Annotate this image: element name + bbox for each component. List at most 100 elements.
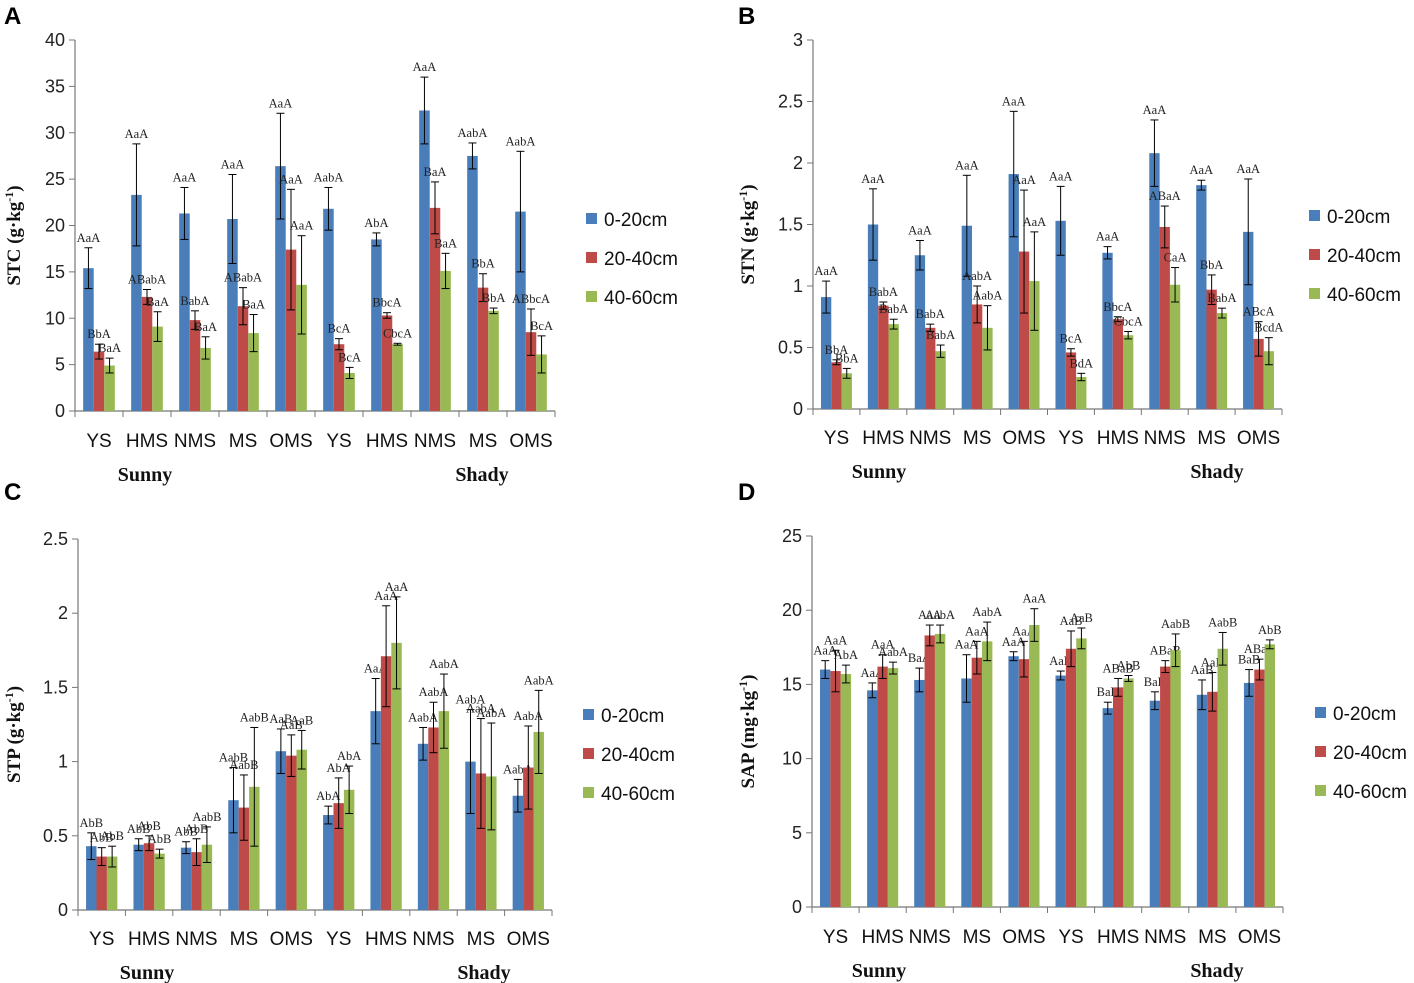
significance-label: AaA bbox=[1190, 163, 1214, 177]
bar bbox=[867, 690, 878, 907]
bar bbox=[133, 844, 144, 910]
y-tick-label: 20 bbox=[45, 216, 65, 236]
significance-label: BaA bbox=[146, 295, 169, 309]
bar bbox=[143, 843, 155, 910]
x-tick-label: OMS bbox=[1002, 428, 1045, 449]
significance-label: AaA bbox=[413, 60, 437, 74]
bar bbox=[971, 657, 983, 907]
significance-label: CbcA bbox=[383, 326, 412, 340]
y-tick-label: 0 bbox=[793, 399, 803, 419]
bar bbox=[286, 755, 297, 910]
bar bbox=[841, 373, 852, 409]
significance-label: AabB bbox=[219, 751, 248, 765]
significance-label: AaB bbox=[1060, 614, 1083, 628]
group-label-shady: Shady bbox=[457, 962, 510, 983]
bar bbox=[1149, 700, 1161, 907]
panel-letter: C bbox=[4, 479, 21, 506]
y-tick-label: 25 bbox=[45, 169, 65, 189]
bar bbox=[1102, 252, 1113, 409]
significance-label: AabA bbox=[506, 134, 536, 148]
group-label-sunny: Sunny bbox=[852, 960, 907, 982]
significance-label: AbA bbox=[316, 789, 340, 803]
x-tick-label: NMS bbox=[174, 431, 216, 452]
x-tick-label: NMS bbox=[412, 929, 454, 950]
x-tick-label: NMS bbox=[414, 431, 456, 452]
group-label-sunny: Sunny bbox=[852, 461, 907, 483]
bar bbox=[227, 219, 238, 411]
legend-swatch bbox=[586, 291, 597, 302]
y-tick-label: 15 bbox=[782, 674, 802, 694]
y-tick-label: 40 bbox=[45, 30, 65, 50]
bar bbox=[96, 856, 107, 910]
y-tick-label: 0 bbox=[58, 900, 68, 920]
x-tick-label: MS bbox=[230, 929, 259, 950]
significance-label: BabA bbox=[916, 307, 945, 321]
significance-label: AabA bbox=[524, 673, 554, 687]
y-tick-label: 10 bbox=[45, 308, 65, 328]
x-tick-label: HMS bbox=[862, 927, 904, 948]
bar bbox=[820, 669, 831, 907]
bar bbox=[914, 255, 926, 409]
significance-label: ABabA bbox=[128, 272, 166, 286]
significance-label: BabA bbox=[869, 285, 898, 299]
significance-label: AaA bbox=[824, 633, 848, 647]
significance-label: BbA bbox=[835, 351, 859, 365]
bar bbox=[1196, 185, 1207, 409]
bar bbox=[982, 641, 993, 907]
bar bbox=[419, 110, 430, 412]
group-label-shady: Shady bbox=[1190, 960, 1243, 982]
bar bbox=[106, 856, 118, 910]
legend-swatch bbox=[1309, 288, 1320, 299]
bar bbox=[1076, 638, 1087, 907]
bar bbox=[1123, 335, 1134, 409]
significance-label: AbB bbox=[174, 825, 198, 839]
significance-label: AaA bbox=[385, 580, 409, 594]
bar bbox=[238, 807, 250, 910]
bar bbox=[228, 800, 239, 910]
significance-label: AaB bbox=[280, 718, 303, 732]
bar bbox=[104, 365, 115, 411]
significance-label: ABabA bbox=[224, 271, 262, 285]
bar bbox=[323, 208, 334, 411]
legend-swatch bbox=[1309, 249, 1320, 260]
bar bbox=[1112, 687, 1124, 907]
bar bbox=[935, 351, 946, 409]
bar bbox=[417, 743, 429, 910]
legend-swatch bbox=[583, 709, 594, 720]
bar bbox=[275, 166, 286, 411]
bar bbox=[840, 674, 852, 907]
y-tick-label: 0.5 bbox=[43, 826, 68, 846]
bar bbox=[1206, 289, 1217, 409]
y-tick-label: 2 bbox=[793, 153, 803, 173]
bar bbox=[925, 327, 936, 409]
significance-label: AabA bbox=[476, 706, 506, 720]
panel-letter: D bbox=[738, 479, 755, 506]
bar bbox=[1055, 675, 1066, 907]
significance-label: AaA bbox=[1096, 230, 1120, 244]
significance-label: AabA bbox=[458, 126, 488, 140]
bar bbox=[154, 853, 165, 910]
legend-swatch bbox=[583, 787, 594, 798]
bar bbox=[1207, 691, 1218, 907]
bar bbox=[392, 344, 403, 411]
bar bbox=[1149, 153, 1160, 409]
bar bbox=[1216, 313, 1228, 409]
bar bbox=[131, 194, 142, 411]
significance-label: BbA bbox=[471, 257, 495, 271]
significance-label: BcA bbox=[328, 322, 351, 336]
significance-label: AbB bbox=[185, 822, 209, 836]
x-tick-label: MS bbox=[963, 428, 992, 449]
significance-label: AaA bbox=[955, 158, 979, 172]
bar bbox=[1008, 174, 1019, 409]
bar bbox=[86, 846, 97, 910]
significance-label: AabA bbox=[456, 693, 486, 707]
bar bbox=[465, 761, 476, 910]
bar bbox=[512, 795, 524, 910]
bar bbox=[1196, 694, 1208, 907]
bar bbox=[429, 207, 441, 411]
significance-label: AaA bbox=[221, 157, 245, 171]
legend-swatch bbox=[583, 748, 594, 759]
significance-label: BcA bbox=[338, 350, 361, 364]
